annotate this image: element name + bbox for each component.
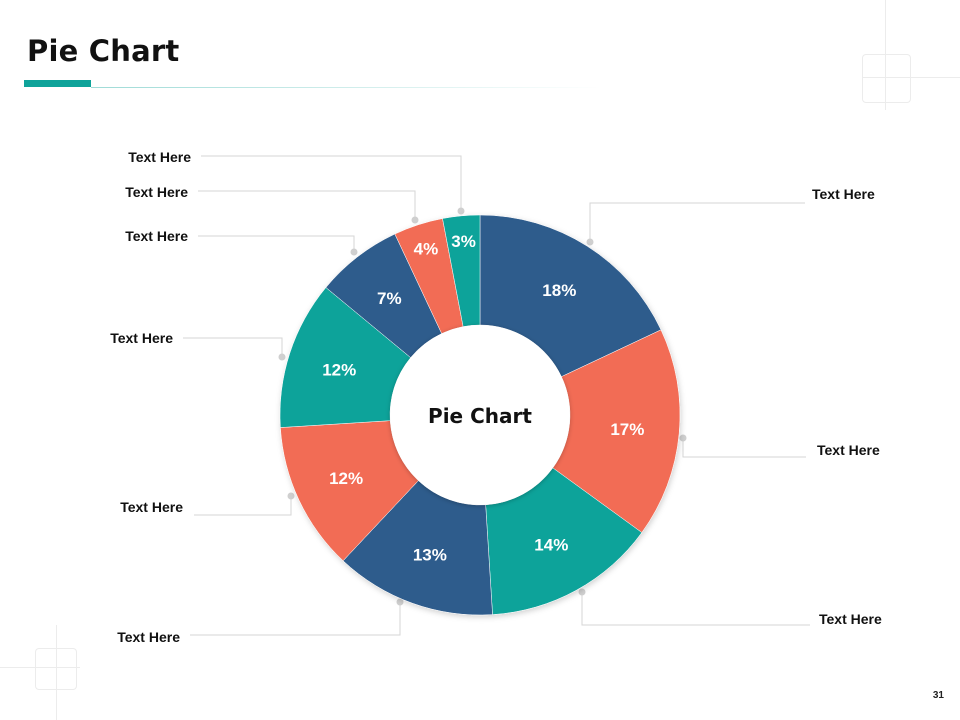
page-number: 31: [932, 690, 944, 701]
corner-deco-line: [885, 0, 886, 110]
callout-label: Text Here: [125, 184, 188, 200]
callout-leader-line: [589, 202, 805, 242]
slice-value-labels: 18% 17% 14% 13% 12% 12% 7% 4% 3%: [322, 232, 644, 564]
callout-leader-line: [190, 602, 401, 636]
callout-leader-line: [198, 235, 355, 252]
corner-deco-box: [862, 54, 911, 103]
callout-leader-dot: [586, 238, 594, 246]
title-underline-fade: [91, 87, 601, 88]
corner-deco-line: [0, 667, 80, 668]
callout-leader-line: [201, 155, 462, 211]
callout-leader-dot: [287, 492, 295, 500]
slice-value-label: 7%: [377, 289, 402, 308]
callout-leader-line: [183, 337, 283, 357]
slice-value-label: 17%: [610, 420, 644, 439]
slice-value-label: 18%: [542, 281, 576, 300]
callout-label: Text Here: [125, 228, 188, 244]
donut-hole: [390, 325, 570, 505]
donut-slices: [279, 214, 681, 616]
callout-label: Text Here: [128, 149, 191, 165]
callout-label: Text Here: [817, 442, 880, 458]
callout-leader-dot: [457, 207, 465, 215]
callout-label: Text Here: [110, 330, 173, 346]
callout-leader-dot: [679, 434, 687, 442]
callout-leader-dot: [578, 588, 586, 596]
callout-leaders: [183, 155, 810, 636]
callout-label: Text Here: [117, 629, 180, 645]
callout-leader-line: [581, 592, 810, 626]
slice-value-label: 12%: [329, 469, 363, 488]
corner-deco-box: [35, 648, 77, 690]
callout-label: Text Here: [819, 611, 882, 627]
corner-deco-line: [862, 77, 960, 78]
slice-value-label: 13%: [413, 545, 447, 564]
callout-leader-line: [194, 496, 292, 516]
callout-leader-dot: [350, 248, 358, 256]
corner-deco-line: [56, 625, 57, 720]
callout-label: Text Here: [812, 186, 875, 202]
slice-value-label: 14%: [534, 536, 568, 555]
callout-label: Text Here: [120, 499, 183, 515]
slide-title: Pie Chart: [27, 34, 180, 68]
slice-value-label: 3%: [451, 232, 476, 251]
title-underline-accent: [24, 80, 91, 87]
callout-leader-dot: [278, 353, 286, 361]
callout-leader-dot: [411, 216, 419, 224]
callout-leader-line: [198, 190, 416, 220]
callout-leader-dot: [396, 598, 404, 606]
callout-labels: Text Here Text Here Text Here Text Here Text…: [110, 149, 882, 645]
callout-leader-line: [682, 438, 806, 458]
slice-value-label: 12%: [322, 360, 356, 379]
slice-value-label: 4%: [414, 240, 439, 259]
donut-center-label: Pie Chart: [428, 404, 532, 428]
